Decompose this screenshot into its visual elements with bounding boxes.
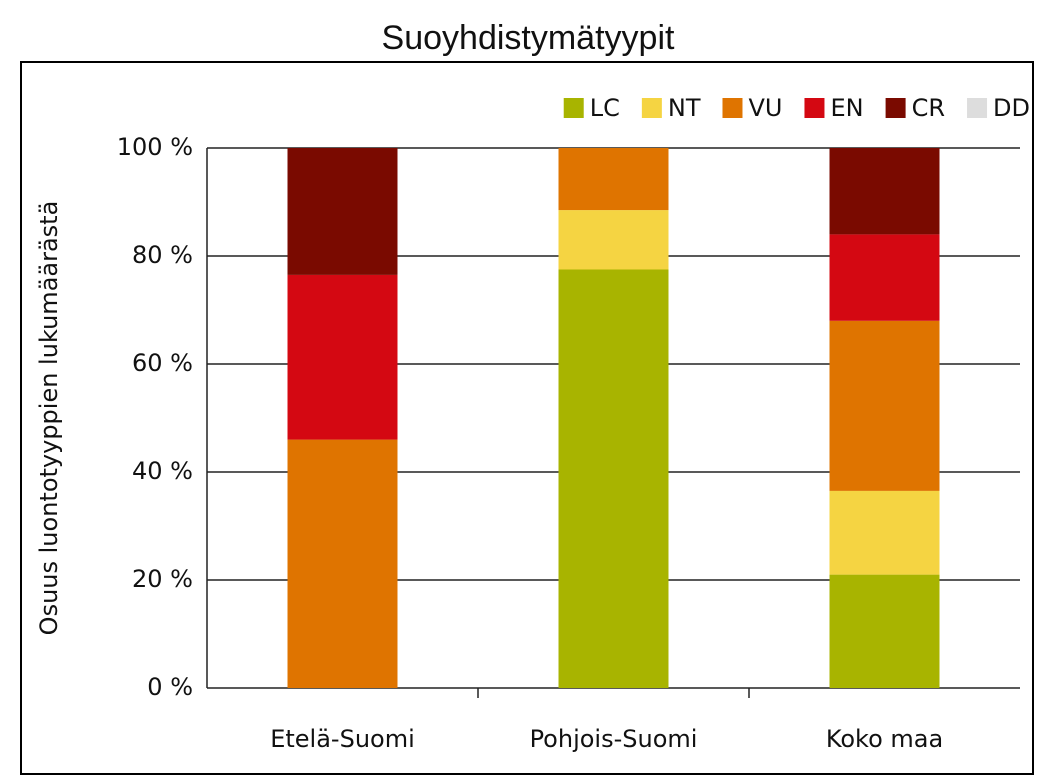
legend-label: EN — [830, 94, 863, 122]
legend-label: DD — [993, 94, 1030, 122]
legend-swatch — [804, 98, 825, 118]
y-tick-label: 80 % — [132, 241, 193, 269]
y-tick-label: 60 % — [132, 349, 193, 377]
bar-segment — [829, 320, 940, 491]
legend-swatch — [885, 98, 906, 118]
legend-swatch — [641, 98, 662, 118]
y-tick-label: 0 % — [147, 673, 193, 701]
y-tick-label: 20 % — [132, 565, 193, 593]
legend-label: NT — [668, 94, 701, 122]
x-tick-label: Pohjois-Suomi — [530, 725, 698, 753]
x-tick-label: Etelä-Suomi — [270, 725, 415, 753]
chart-frame — [20, 61, 1034, 775]
legend-label: VU — [748, 94, 782, 122]
bar-segment — [558, 148, 669, 211]
y-tick-label: 40 % — [132, 457, 193, 485]
chart-title: Suoyhdistymätyypit — [382, 19, 675, 57]
legend-label: LC — [590, 94, 620, 122]
y-tick-label: 100 % — [117, 133, 193, 161]
bar-segment — [829, 574, 940, 688]
legend-swatch — [563, 98, 584, 118]
y-axis-label: Osuus luontotyyppien lukumäärästä — [35, 201, 63, 636]
bar-segment — [829, 234, 940, 321]
bar-segment — [287, 274, 398, 440]
bar-segment — [287, 148, 398, 275]
bar-segment — [829, 490, 940, 575]
bar-segment — [287, 439, 398, 688]
x-tick-label: Koko maa — [826, 725, 943, 753]
bar-segment — [558, 269, 669, 688]
bar-segment — [829, 148, 940, 235]
legend-swatch — [967, 98, 988, 118]
bar-segment — [558, 210, 669, 270]
legend-label: CR — [912, 94, 945, 122]
legend-swatch — [722, 98, 743, 118]
